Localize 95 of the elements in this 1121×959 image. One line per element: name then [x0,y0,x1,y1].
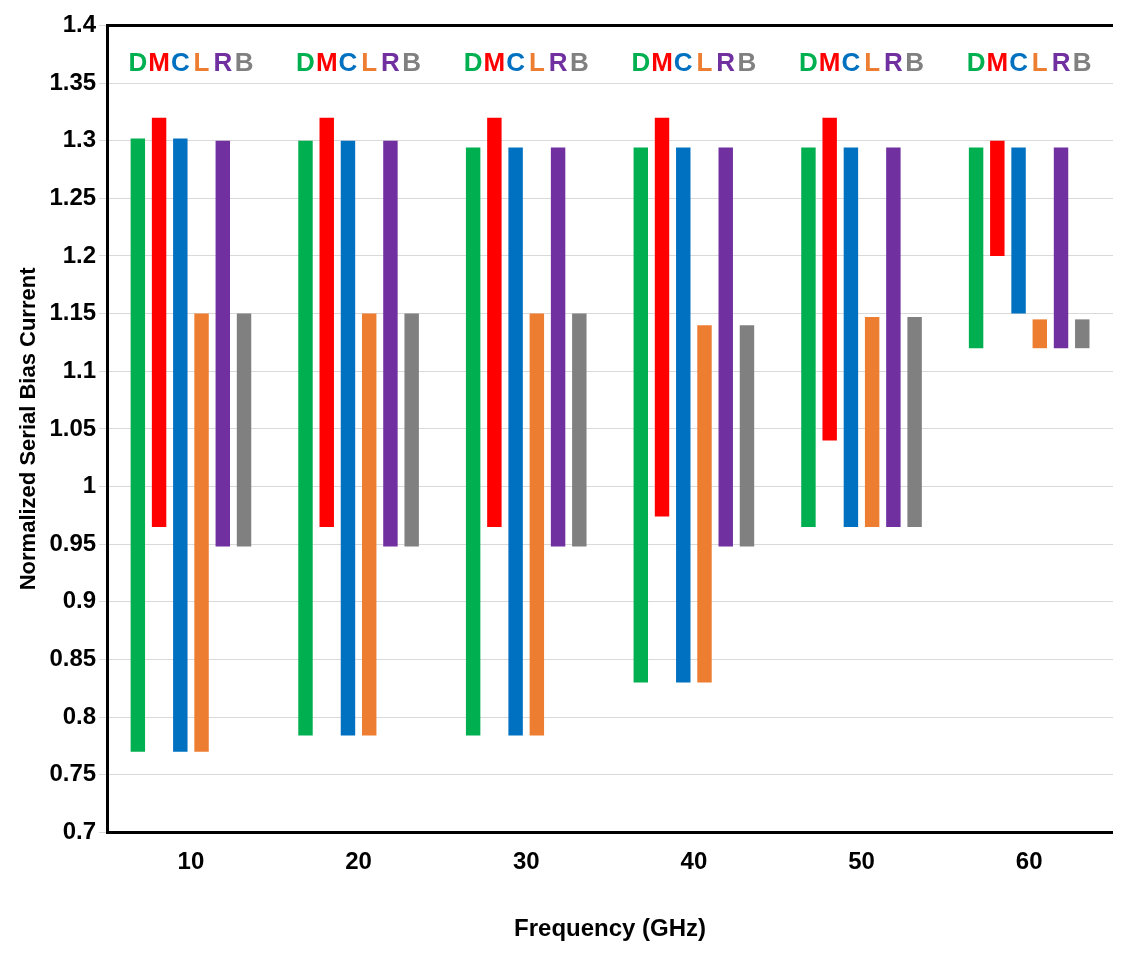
y-tick-label: 0.8 [62,701,97,729]
y-tick-label: 0.7 [62,817,97,845]
bar [633,147,649,683]
text: C [673,46,693,77]
text: D [799,46,818,77]
y-tick-label: 1.25 [49,182,97,210]
bar [654,117,670,517]
text: R [1051,46,1071,77]
text: M [818,46,841,77]
text: L [696,46,713,77]
y-tick-label: 0.85 [49,644,97,672]
text: C [841,46,861,77]
bar [215,140,231,547]
y-tick-label: 0.75 [49,759,97,787]
bar [151,117,167,527]
text: D [128,46,148,77]
x-axis-title: Frequency (GHz) [514,914,707,942]
y-tick-label: 1.1 [62,355,97,383]
x-tick-label: 40 [680,847,708,875]
bar [572,313,587,547]
bar [801,147,816,527]
bar [1053,147,1069,349]
text: M [986,46,1009,77]
y-tick-label: 1.4 [62,10,97,38]
x-tick-label: 10 [177,847,205,875]
text: C [170,46,190,77]
bar [990,140,1005,256]
bar [843,147,859,527]
bar [718,147,733,547]
bar [1011,147,1026,314]
bar [465,147,481,736]
bar [361,313,377,736]
x-tick-label: 50 [848,847,875,875]
text: D [296,46,315,77]
text: B [402,46,422,77]
text: B [234,46,254,77]
bar [487,117,502,527]
text: D [631,46,651,77]
text: B [737,46,757,77]
x-tick-label: 30 [512,847,540,875]
bar [1032,319,1048,349]
bar [508,147,523,736]
y-tick-label: 0.95 [49,528,97,556]
bar [383,140,398,547]
text: R [883,46,903,77]
y-tick-label: 1.05 [49,413,97,441]
bar [697,325,712,683]
x-tick-label: 20 [345,847,372,875]
text: R [716,46,736,77]
x-tick-label: 60 [1015,847,1043,875]
bar [319,117,334,527]
text: D [463,46,483,77]
text: L [1031,46,1048,77]
bar [550,147,566,547]
text: L [528,46,545,77]
text: M [651,46,673,77]
text: C [338,46,358,77]
text: B [905,46,925,77]
bar [236,313,252,547]
bar [340,140,356,736]
text: L [864,46,881,77]
bar [404,313,419,547]
bar [676,147,691,683]
bar [173,138,188,752]
bar [907,317,922,527]
text: L [361,46,378,77]
text: M [148,46,170,77]
text: L [193,46,210,77]
bar [968,147,984,349]
text: B [1072,46,1092,77]
text: B [569,46,589,77]
y-tick-label: 1.15 [49,298,97,326]
bar [822,117,837,441]
bar [194,313,209,752]
bar [529,313,545,736]
y-axis-title: Normalized Serial Bias Current [15,266,41,591]
text: M [315,46,338,77]
y-tick-label: 1.3 [62,125,97,153]
y-tick-label: 1.2 [62,240,97,268]
text: R [548,46,568,77]
y-tick-label: 1 [82,471,97,499]
bar [1075,319,1090,349]
bar [298,140,313,736]
series-label: M [483,46,506,77]
text: R [213,46,233,77]
bar [739,325,755,547]
text: D [966,46,986,77]
bar [864,317,880,527]
text: C [1009,46,1028,77]
y-tick-label: 0.9 [62,586,97,614]
y-tick-label: 1.35 [49,67,97,95]
bar [130,138,146,752]
bar [886,147,901,527]
text: C [506,46,525,77]
text: R [381,46,400,77]
